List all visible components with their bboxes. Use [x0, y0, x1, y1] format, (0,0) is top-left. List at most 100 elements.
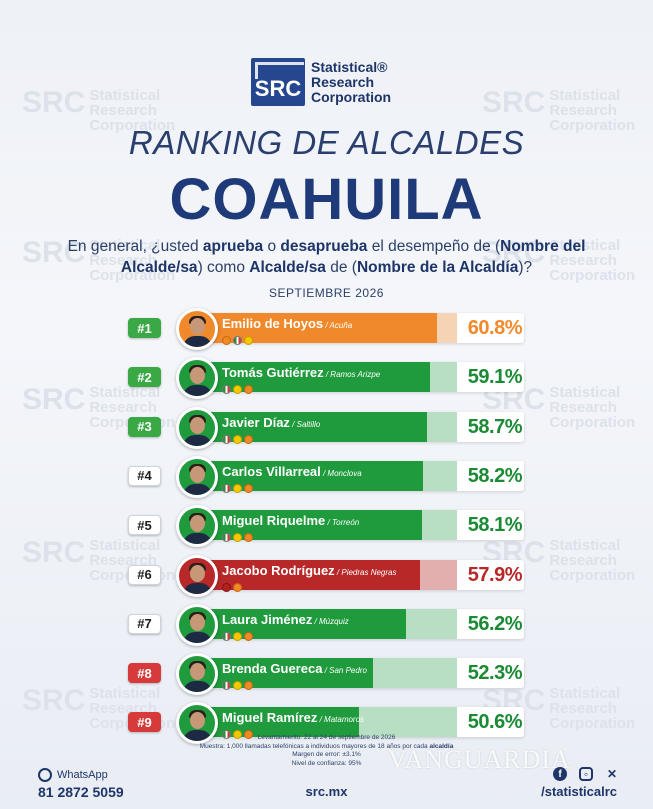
phone-number[interactable]: 81 2872 5059 [38, 784, 124, 800]
party-logo-icon [233, 533, 242, 543]
city-label: / Matamoros [317, 715, 365, 725]
photo-head [190, 367, 205, 385]
party-logo-icon [244, 385, 253, 395]
whatsapp-contact[interactable]: WhatsApp [38, 768, 108, 782]
approval-percentage: 57.9% [467, 563, 523, 586]
party-logo-icon [244, 336, 253, 345]
party-logo-icon [222, 681, 231, 691]
party-logo-icon [233, 336, 242, 345]
page-title: RANKING DE ALCALDES [128, 124, 525, 161]
mayor-name: Jacobo Rodríguez / Piedras Negras [222, 563, 397, 578]
city-label: / Saltillo [289, 419, 321, 429]
photo-suit [183, 631, 212, 643]
party-logo-icon [244, 533, 253, 543]
party-logos [222, 483, 253, 493]
photo-head [190, 416, 205, 434]
mayor-name: Carlos Villarreal / Monclova [222, 464, 362, 479]
party-logo-icon [244, 730, 253, 740]
photo-head [190, 712, 205, 730]
mayor-name-text: Emilio de Hoyos [222, 316, 324, 331]
party-logo-icon [233, 385, 242, 395]
city-label: / San Pedro [322, 666, 367, 676]
mayor-name: Emilio de Hoyos / Acuña [222, 316, 352, 331]
ranking-row: #5 Miguel Riquelme / Torreón 58.1% [0, 505, 653, 551]
photo-suit [183, 582, 212, 594]
mayor-name: Laura Jiménez / Múzquiz [222, 612, 349, 627]
mayor-name-text: Miguel Riquelme [222, 513, 326, 529]
photo-suit [183, 533, 212, 545]
approval-bar [188, 658, 374, 689]
ranking-row: #4 Carlos Villarreal / Monclova 58.2% [0, 455, 653, 502]
src-logo: SRC Statistical® Research Corporation [251, 58, 391, 106]
mayor-photo [176, 554, 218, 597]
city-label: / Acuña [323, 321, 353, 330]
vanguardia-watermark: VANGUARDIA [388, 745, 571, 774]
party-logo-icon [222, 434, 231, 444]
photo-head [190, 564, 205, 582]
party-logo-icon [244, 483, 253, 493]
approval-percentage: 56.2% [467, 612, 523, 635]
mayor-photo [176, 406, 218, 449]
ranking-row: #6 Jacobo Rodríguez / Piedras Negras 57.9% [0, 554, 653, 601]
mayor-photo [176, 308, 218, 350]
logo-line: Corporation [311, 88, 392, 105]
photo-head [190, 663, 205, 681]
mayor-name: Javier Díaz / Saltillo [222, 415, 320, 430]
approval-percentage: 58.2% [467, 464, 523, 487]
approval-percentage: 50.6% [467, 711, 523, 734]
party-logo-icon [222, 385, 231, 395]
photo-head [190, 515, 205, 533]
whatsapp-label: WhatsApp [57, 769, 108, 781]
methodology-line: Nivel de confianza: 95% [291, 759, 362, 767]
approval-percentage: 60.8% [467, 317, 523, 339]
facebook-icon[interactable]: f [553, 767, 567, 781]
social-handle[interactable]: /statisticalrc [541, 784, 617, 799]
photo-suit [183, 730, 212, 742]
mayor-name-text: Javier Díaz [222, 414, 290, 430]
methodology-line: Levantamiento: 22 al 24 de septiembre de… [257, 734, 396, 741]
party-logo-icon [244, 631, 253, 641]
x-icon[interactable]: ✕ [606, 767, 618, 781]
website-link[interactable]: src.mx [305, 784, 348, 799]
region-title: COAHUILA [169, 167, 484, 232]
mayor-photo [176, 603, 218, 646]
mayor-name: Brenda Guereca / San Pedro [222, 661, 367, 676]
mayor-name: Miguel Ramírez / Matamoros [222, 710, 364, 725]
survey-question: En general, ¿usted aprueba o desaprueba … [67, 238, 586, 276]
logo-line: Research [311, 73, 375, 90]
party-logo-icon [222, 533, 231, 543]
mayor-photo [176, 455, 218, 498]
ranking-row: #8 Brenda Guereca / San Pedro 52.3% [0, 653, 653, 699]
src-logo-text: Statistical® Research Corporation [311, 58, 392, 105]
methodology-line: Margen de error: ±3.1% [292, 751, 361, 758]
approval-percentage: 52.3% [467, 662, 523, 685]
mayor-photo [176, 505, 218, 548]
party-logos [222, 582, 242, 592]
methodology-line: Muestra: 1,000 llamadas telefónicas a in… [199, 742, 454, 750]
mayor-photo [176, 357, 218, 400]
party-logo-icon [222, 483, 231, 493]
ranking-row: #9 Miguel Ramírez / Matamoros 50.6% [0, 702, 653, 748]
rank-badge: #9 [128, 712, 161, 733]
mayor-name-text: Laura Jiménez [222, 611, 313, 627]
party-logos [222, 385, 253, 395]
city-label: / Monclova [320, 468, 362, 478]
party-logo-icon [233, 681, 242, 691]
party-logo-icon [222, 582, 231, 592]
logo-line: Statistical® [311, 58, 388, 75]
mayor-name-text: Carlos Villarreal [222, 463, 321, 479]
instagram-icon[interactable]: ◦ [579, 767, 593, 781]
mayor-name-text: Brenda Guereca [222, 661, 323, 677]
city-label: / Ramos Arizpe [323, 370, 381, 380]
photo-suit [183, 385, 212, 397]
bar-background [188, 411, 524, 442]
rank-badge: #5 [128, 515, 161, 536]
social-icons: f ◦ ✕ [553, 767, 619, 781]
approval-percentage: 59.1% [467, 366, 523, 389]
